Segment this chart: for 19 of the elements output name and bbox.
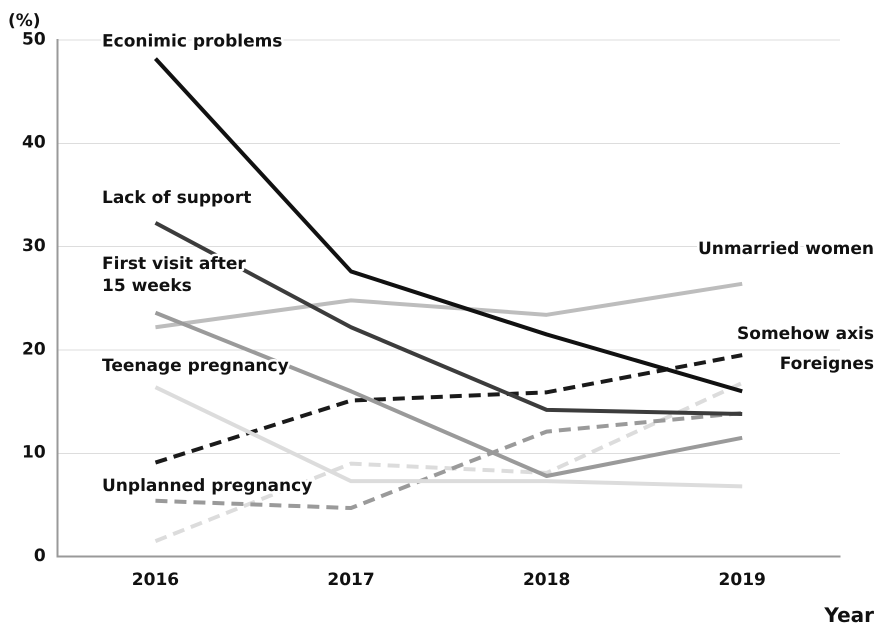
text: Econimic problems (102, 32, 282, 52)
y-tick-label: 40 (22, 132, 46, 153)
series-label: Unplanned pregnancy (102, 476, 312, 496)
x-tick-label: 2017 (327, 570, 375, 590)
text: Foreignes (780, 354, 874, 374)
x-tick-label: 2018 (522, 570, 570, 590)
y-tick-label: 20 (22, 339, 46, 360)
y-tick-label: 30 (22, 236, 46, 256)
y-tick-label: 0 (34, 546, 46, 566)
x-axis-title: Year (823, 603, 874, 627)
x-tick-label: 2019 (718, 570, 766, 590)
series-label: Lack of support (102, 188, 252, 208)
y-axis-title: (%) (8, 11, 41, 31)
series-label: Unmarried women (698, 238, 874, 259)
text: Teenage pregnancy (102, 356, 289, 376)
y-tick-label: 50 (22, 29, 46, 50)
y-tick-label: 10 (22, 442, 46, 463)
x-tick-label: 2016 (132, 570, 180, 590)
series-label: Somehow axis (737, 324, 874, 344)
